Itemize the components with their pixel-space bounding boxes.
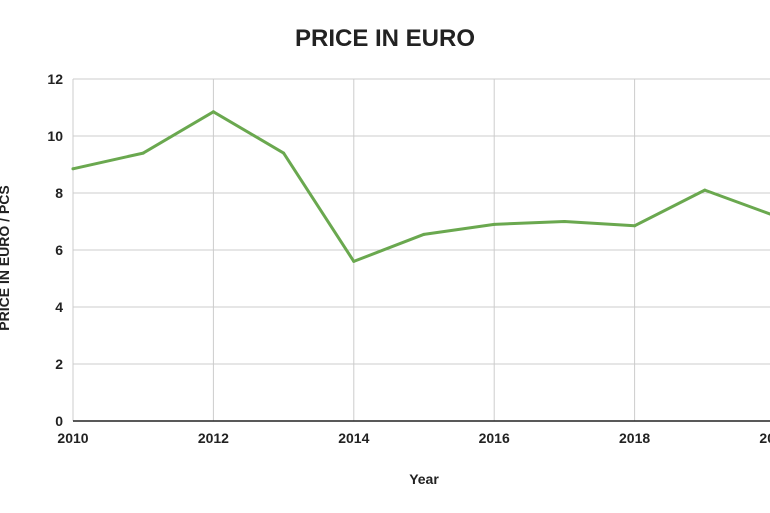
y-tick-label: 12 — [47, 71, 63, 87]
data-point — [562, 220, 566, 223]
data-point — [422, 232, 426, 236]
y-tick-label: 6 — [55, 242, 63, 258]
data-point — [282, 151, 286, 155]
y-tick-label: 8 — [55, 185, 63, 201]
data-point — [633, 224, 637, 228]
x-axis-label: Year — [409, 471, 439, 487]
grid — [72, 78, 770, 422]
data-point — [141, 151, 145, 155]
y-tick-label: 2 — [55, 356, 63, 372]
series-layer — [71, 110, 770, 263]
x-tick-label: 2010 — [57, 430, 88, 446]
x-axis-ticks: 2010 2012 2014 2016 2018 2020 — [57, 430, 770, 446]
data-point — [703, 188, 707, 192]
x-tick-label: 2018 — [619, 430, 650, 446]
data-point — [352, 259, 356, 263]
data-point — [71, 167, 75, 171]
data-point — [211, 110, 215, 114]
y-tick-label: 4 — [55, 299, 63, 315]
x-tick-label: 2014 — [338, 430, 369, 446]
x-tick-label: 2012 — [198, 430, 229, 446]
x-tick-label: 2020 — [759, 430, 770, 446]
series-line — [71, 110, 770, 263]
y-tick-label: 10 — [47, 128, 63, 144]
x-tick-label: 2016 — [479, 430, 510, 446]
y-tick-label: 0 — [55, 413, 63, 429]
y-axis-ticks: 0 2 4 6 8 10 12 — [47, 71, 63, 429]
chart-title: PRICE IN EURO — [295, 25, 475, 52]
data-point — [492, 222, 496, 226]
y-axis-label: PRICE IN EURO / PCS — [0, 185, 12, 330]
